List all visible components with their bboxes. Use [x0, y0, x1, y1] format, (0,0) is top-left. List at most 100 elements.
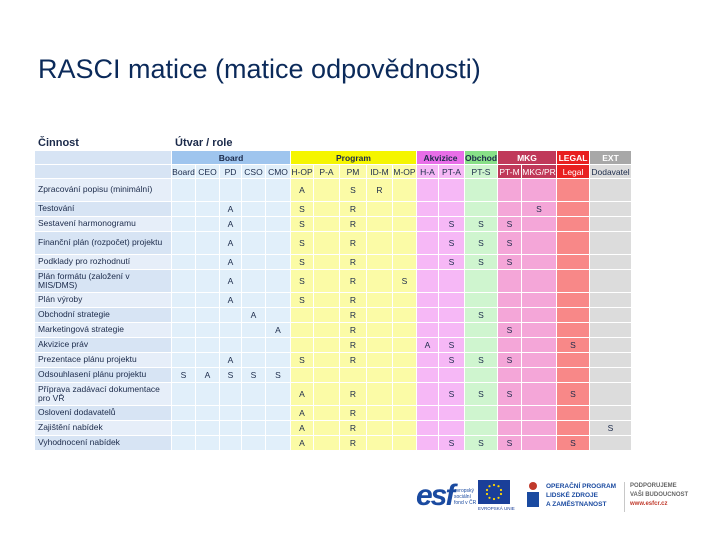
matrix-cell: A [220, 217, 242, 232]
matrix-cell [242, 293, 266, 308]
matrix-cell [367, 353, 393, 368]
activity-label: Plán formátu (založení v MIS/DMS) [35, 270, 172, 293]
matrix-cell [196, 293, 220, 308]
matrix-cell [417, 383, 439, 406]
matrix-cell [367, 202, 393, 217]
matrix-cell: S [291, 232, 314, 255]
matrix-cell: S [242, 368, 266, 383]
matrix-cell [417, 406, 439, 421]
matrix-cell: S [465, 232, 498, 255]
eu-label: EVROPSKÁ UNIE [478, 506, 515, 511]
matrix-cell [314, 383, 340, 406]
matrix-cell [417, 436, 439, 451]
matrix-cell [522, 308, 557, 323]
matrix-cell [498, 368, 522, 383]
matrix-cell: R [340, 255, 367, 270]
column-header: MKG/PR [522, 165, 557, 179]
group-header-board: Board [172, 151, 291, 165]
matrix-cell [172, 353, 196, 368]
matrix-cell [314, 436, 340, 451]
matrix-cell [172, 217, 196, 232]
matrix-cell: R [340, 436, 367, 451]
matrix-cell [557, 232, 590, 255]
matrix-cell: A [242, 308, 266, 323]
matrix-cell [220, 436, 242, 451]
matrix-cell [314, 293, 340, 308]
matrix-cell [522, 255, 557, 270]
matrix-cell [242, 270, 266, 293]
matrix-cell [314, 255, 340, 270]
matrix-cell [439, 421, 465, 436]
matrix-cell [590, 353, 632, 368]
matrix-cell [367, 270, 393, 293]
column-header: PM [340, 165, 367, 179]
matrix-cell [266, 421, 291, 436]
matrix-cell [522, 338, 557, 353]
matrix-cell: S [291, 353, 314, 368]
matrix-cell [291, 323, 314, 338]
matrix-cell [393, 293, 417, 308]
matrix-cell [242, 383, 266, 406]
matrix-cell [393, 421, 417, 436]
group-header-ext: EXT [590, 151, 632, 165]
matrix-cell [590, 308, 632, 323]
column-header: CEO [196, 165, 220, 179]
matrix-cell [498, 293, 522, 308]
matrix-cell: S [557, 436, 590, 451]
matrix-cell [196, 202, 220, 217]
matrix-cell [393, 406, 417, 421]
matrix-cell [367, 436, 393, 451]
matrix-cell [266, 255, 291, 270]
matrix-cell [266, 383, 291, 406]
matrix-cell [220, 308, 242, 323]
matrix-cell [522, 406, 557, 421]
matrix-cell: A [220, 293, 242, 308]
matrix-cell: S [465, 255, 498, 270]
matrix-cell [522, 436, 557, 451]
matrix-cell: R [340, 270, 367, 293]
matrix-cell: S [291, 255, 314, 270]
matrix-cell: A [417, 338, 439, 353]
matrix-cell [172, 270, 196, 293]
group-header-mkg: MKG [498, 151, 557, 165]
matrix-cell [220, 179, 242, 202]
activity-label: Obchodní strategie [35, 308, 172, 323]
column-header: CSO [242, 165, 266, 179]
matrix-cell [522, 353, 557, 368]
matrix-cell [522, 232, 557, 255]
matrix-cell [314, 338, 340, 353]
matrix-cell [340, 368, 367, 383]
matrix-cell [557, 406, 590, 421]
matrix-cell [590, 368, 632, 383]
matrix-cell [196, 255, 220, 270]
matrix-cell [393, 232, 417, 255]
matrix-cell [242, 232, 266, 255]
matrix-cell: A [196, 368, 220, 383]
matrix-cell [266, 179, 291, 202]
matrix-cell [196, 338, 220, 353]
matrix-cell [590, 406, 632, 421]
matrix-cell [172, 383, 196, 406]
matrix-cell [393, 436, 417, 451]
matrix-cell [417, 353, 439, 368]
matrix-cell [557, 217, 590, 232]
matrix-cell [367, 338, 393, 353]
matrix-cell [266, 293, 291, 308]
activity-label: Testování [35, 202, 172, 217]
matrix-cell [557, 293, 590, 308]
column-header: H-OP [291, 165, 314, 179]
column-header: PT-M [498, 165, 522, 179]
matrix-cell: A [291, 406, 314, 421]
matrix-cell [172, 406, 196, 421]
matrix-cell [417, 232, 439, 255]
column-header: Board [172, 165, 196, 179]
activity-label: Akvizice práv [35, 338, 172, 353]
matrix-cell: S [498, 353, 522, 368]
matrix-cell: A [220, 255, 242, 270]
matrix-cell [590, 179, 632, 202]
matrix-cell [590, 270, 632, 293]
matrix-cell [557, 421, 590, 436]
matrix-cell [196, 232, 220, 255]
matrix-cell [557, 308, 590, 323]
esf-logo: esf [416, 479, 455, 512]
